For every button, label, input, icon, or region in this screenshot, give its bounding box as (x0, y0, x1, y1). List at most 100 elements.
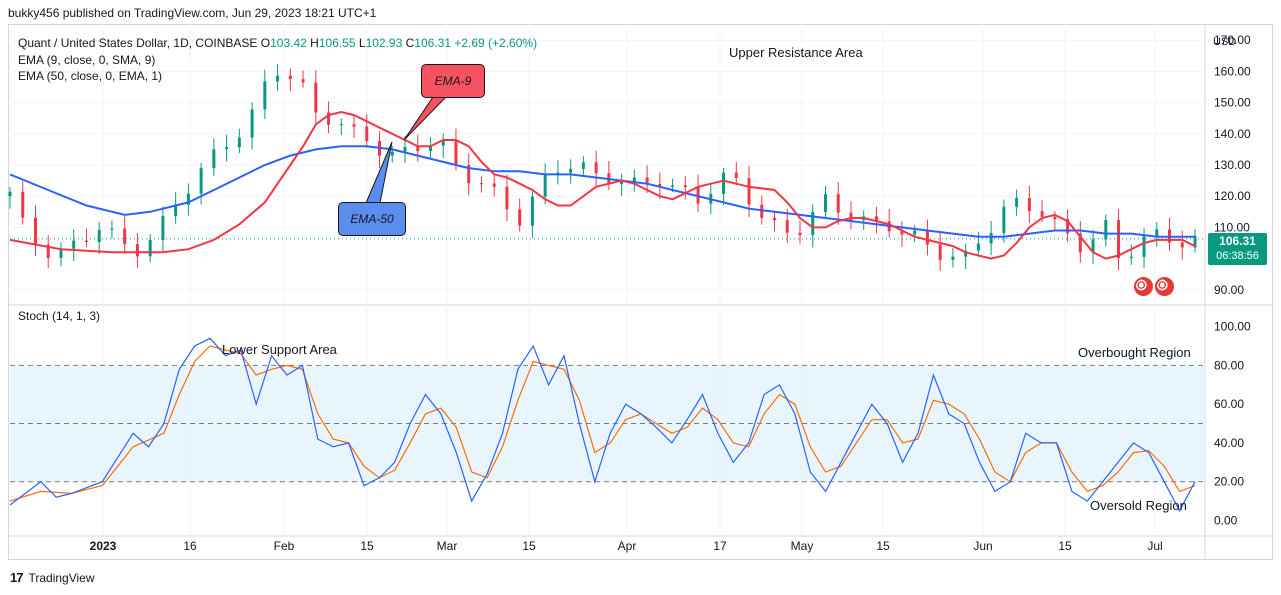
candle-body (925, 230, 929, 245)
footer-branding[interactable]: 17 TradingView (10, 570, 95, 585)
stoch-axis-tick-label: 40.00 (1214, 436, 1244, 450)
candle-body (773, 217, 777, 221)
stoch-axis-tick-label: 80.00 (1214, 358, 1244, 372)
candle-body (454, 140, 458, 166)
stoch-axis-tick-label: 60.00 (1214, 397, 1244, 411)
candle-body (823, 194, 827, 212)
candle-body (123, 228, 127, 245)
candle-body (1155, 229, 1159, 237)
stoch-axis-tick-label: 20.00 (1214, 475, 1244, 489)
high-label: H (310, 36, 319, 50)
ema9-line (9, 110, 1196, 260)
x-axis-tick-label: 15 (360, 539, 374, 553)
candle-body (785, 220, 789, 233)
candle-body (556, 172, 560, 174)
candle-body (874, 216, 878, 222)
candle-body (84, 240, 88, 243)
candle-body (314, 82, 318, 113)
candle-body (339, 124, 343, 126)
candle-body (849, 212, 853, 221)
candle-body (327, 112, 331, 125)
ema50-legend[interactable]: EMA (50, close, 0, EMA, 1) (18, 69, 163, 83)
us-flag-icon[interactable] (1134, 277, 1153, 296)
candle-body (518, 209, 522, 226)
price-axis-tick-label: 130.00 (1214, 158, 1251, 172)
candle-body (212, 149, 216, 169)
us-flag-icon[interactable] (1155, 277, 1174, 296)
overbought-label: Overbought Region (1078, 345, 1191, 360)
candle-body (237, 137, 241, 148)
price-axis-tick-label: 120.00 (1214, 189, 1251, 203)
high-value: 106.55 (318, 36, 356, 50)
candle-body (900, 231, 904, 235)
ema9-callout[interactable]: EMA-9 (421, 64, 485, 98)
candle-body (798, 232, 802, 236)
candle-body (747, 178, 751, 205)
candle-body (416, 146, 420, 152)
candle-body (428, 145, 432, 152)
x-axis-tick-label: Mar (437, 539, 458, 553)
price-axis-tick-label: 90.00 (1214, 283, 1244, 297)
candle-body (658, 183, 662, 187)
tradingview-logo-icon: 17 (10, 570, 24, 585)
x-axis-tick-label: 15 (876, 539, 890, 553)
x-axis-tick-label: 15 (1058, 539, 1072, 553)
candle-body (581, 162, 585, 169)
candle-body (97, 229, 101, 243)
publisher-header: bukky456 published on TradingView.com, J… (8, 6, 377, 20)
candle-body (403, 146, 407, 152)
candle-body (21, 191, 25, 218)
x-axis-tick-label: Feb (274, 539, 295, 553)
open-value: 103.42 (270, 36, 307, 50)
candle-body (964, 250, 968, 257)
candle-body (734, 172, 738, 179)
oversold-label: Oversold Region (1090, 498, 1187, 513)
candle-body (836, 194, 840, 213)
close-value: 106.31 (414, 36, 451, 50)
chart-frame[interactable] (8, 24, 1273, 560)
x-axis-tick-label: Apr (618, 539, 637, 553)
candle-body (543, 173, 547, 197)
stoch-k-line (9, 337, 1196, 513)
candle-body (530, 196, 534, 226)
candle-body (148, 239, 152, 257)
last-price: 106.31 (1219, 234, 1256, 248)
candle-body (186, 193, 190, 205)
candle-body (33, 217, 37, 245)
price-axis-tick-label: 140.00 (1214, 127, 1251, 141)
x-axis-tick-label: 2023 (90, 539, 117, 553)
ema50-callout[interactable]: EMA-50 (338, 202, 406, 236)
candle-body (1053, 216, 1057, 220)
candle-body (59, 248, 63, 258)
candle-body (46, 244, 50, 258)
price-axis-tick-label: 110.00 (1214, 220, 1250, 234)
low-label: L (358, 36, 366, 50)
x-axis-tick-label: 16 (183, 539, 197, 553)
candle-body (352, 124, 356, 127)
candle-body (1117, 220, 1121, 259)
candle-body (722, 172, 726, 194)
candle-body (250, 109, 254, 138)
candle-body (1091, 239, 1095, 253)
event-flags[interactable] (1134, 277, 1174, 296)
x-axis-tick-label: May (791, 539, 814, 553)
stoch-legend[interactable]: Stoch (14, 1, 3) (18, 309, 101, 323)
candle-body (174, 204, 178, 217)
candle-body (683, 185, 687, 188)
ema9-legend[interactable]: EMA (9, close, 0, SMA, 9) (18, 53, 156, 67)
candle-body (811, 211, 815, 236)
last-price-tag: 106.31 06:38:56 (1208, 233, 1267, 265)
candle-body (8, 191, 12, 197)
candle-body (492, 183, 496, 187)
stoch-axis-tick-label: 100.00 (1214, 320, 1251, 334)
currency-label[interactable]: USD (1213, 36, 1237, 48)
candle-body (1180, 242, 1184, 248)
candle-body (110, 228, 114, 230)
symbol-title: Quant / United States Dollar, 1D, COINBA… (18, 36, 258, 50)
candle-body (199, 168, 203, 194)
symbol-legend[interactable]: Quant / United States Dollar, 1D, COINBA… (18, 36, 537, 50)
candle-body (276, 75, 280, 82)
candle-body (569, 168, 573, 173)
candle-body (1015, 198, 1019, 207)
